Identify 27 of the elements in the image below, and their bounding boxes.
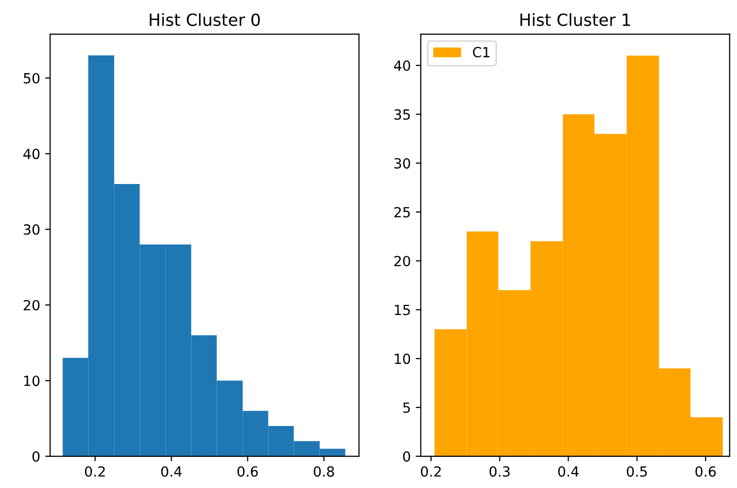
x-tick-label: 0.8 — [314, 466, 334, 477]
x-tick-label: 0.4 — [558, 466, 579, 477]
y-tick-label: 15 — [394, 304, 410, 316]
y-tick-label: 40 — [394, 60, 410, 71]
x-tick-label: 0.5 — [626, 466, 647, 477]
y-tick-label: 0 — [403, 451, 410, 462]
y-tick-label: 25 — [394, 206, 410, 218]
chart-title: Hist Cluster 0 — [150, 13, 260, 26]
x-tick-label: 0.4 — [161, 466, 182, 477]
y-tick-label: 40 — [23, 148, 40, 160]
y-tick-label: 10 — [394, 354, 410, 364]
y-tick-label: 35 — [394, 109, 410, 120]
x-tick-label: 0.2 — [420, 466, 441, 477]
y-tick-label: 20 — [24, 300, 40, 310]
y-tick-label: 30 — [24, 224, 40, 235]
x-tick-label: 0.3 — [490, 466, 510, 477]
y-tick-label: 0 — [32, 451, 40, 462]
legend-label: C1 — [472, 46, 490, 58]
y-tick-label: 50 — [24, 73, 40, 84]
x-tick-label: 0.6 — [695, 466, 716, 477]
x-tick-label: 0.6 — [238, 466, 258, 477]
y-tick-label: 10 — [24, 376, 40, 386]
chart-title: Hist Cluster 1 — [520, 13, 630, 26]
y-tick-label: 5 — [403, 402, 410, 413]
x-tick-label: 0.2 — [84, 466, 105, 477]
y-tick-label: 30 — [394, 158, 410, 169]
y-tick-label: 20 — [394, 256, 410, 266]
